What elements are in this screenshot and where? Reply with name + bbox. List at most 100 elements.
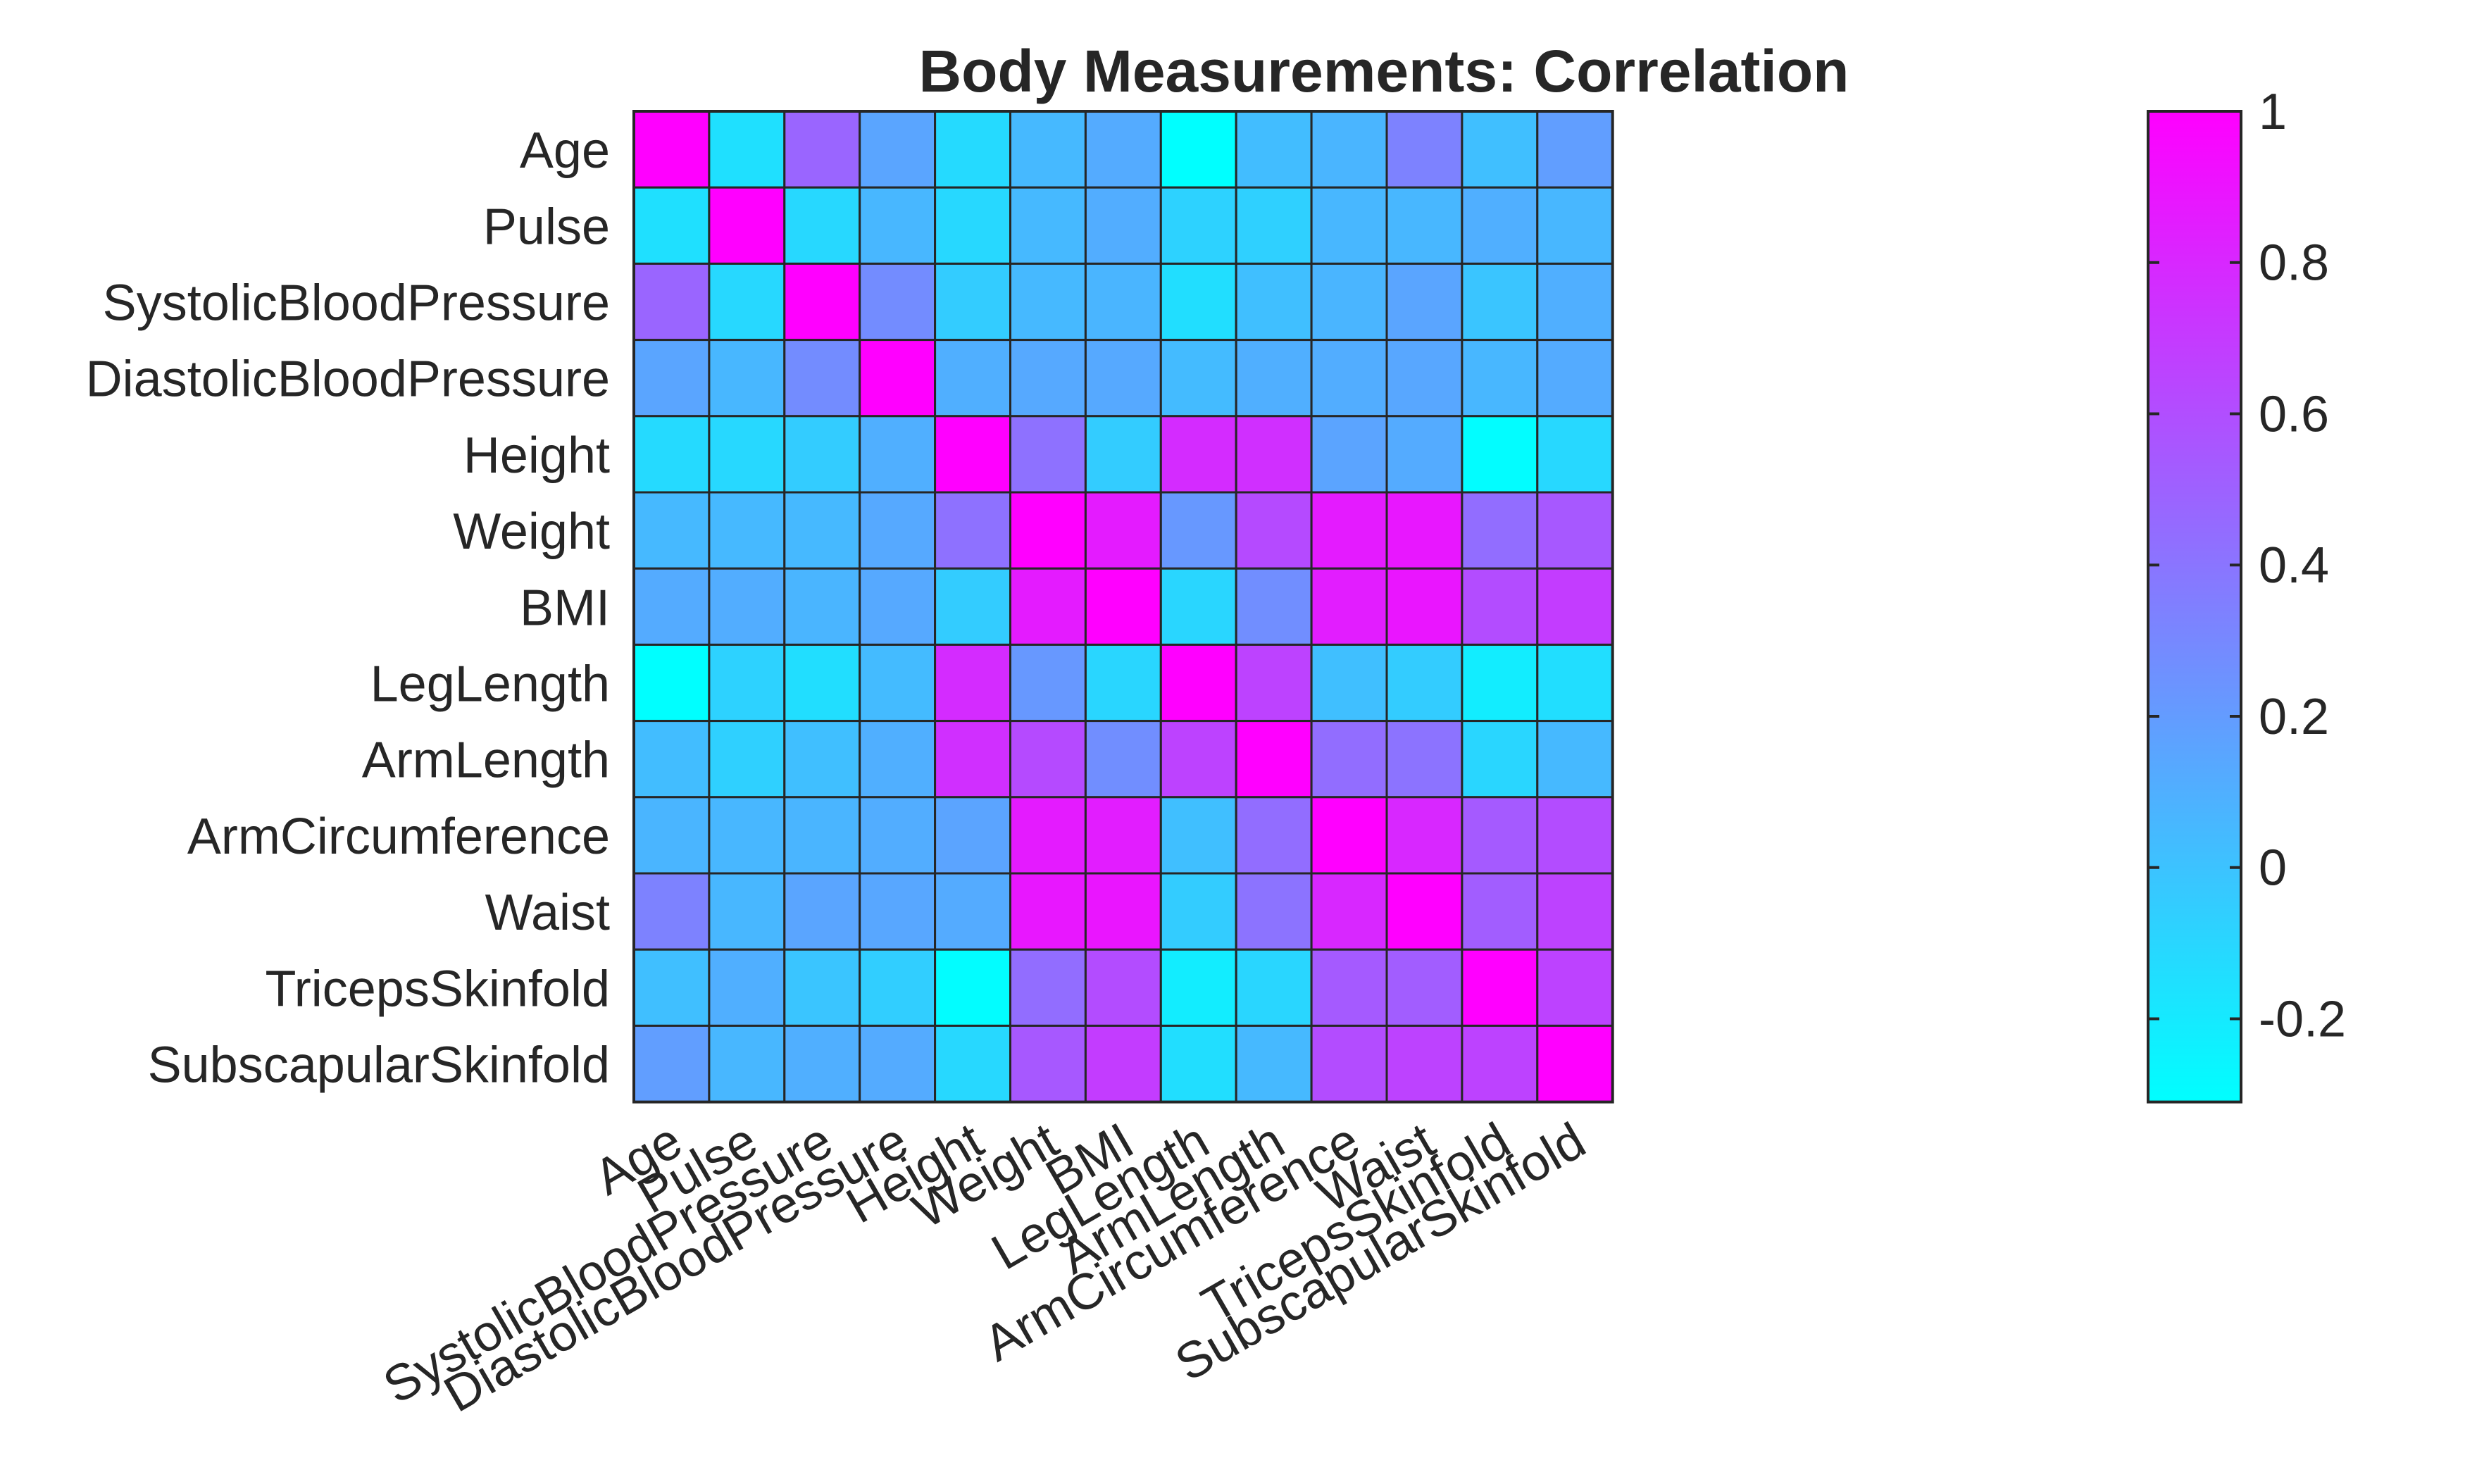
heatmap-cell: [1310, 872, 1388, 951]
heatmap-cell: [708, 796, 786, 875]
heatmap-cell: [708, 643, 786, 723]
heatmap-cell: [1235, 415, 1313, 494]
heatmap-cell: [1385, 491, 1464, 570]
heatmap-cell: [1009, 415, 1087, 494]
heatmap-cell: [783, 415, 861, 494]
row-label: SubscapularSkinfold: [148, 1037, 610, 1094]
heatmap-cell: [1159, 643, 1237, 723]
heatmap-cell: [632, 948, 711, 1027]
heatmap-cell: [1084, 872, 1162, 951]
row-label: ArmLength: [362, 732, 610, 789]
heatmap-cell: [783, 872, 861, 951]
heatmap-cell: [1536, 1024, 1614, 1104]
heatmap-cell: [1235, 491, 1313, 570]
heatmap-cell: [1385, 339, 1464, 418]
heatmap-cell: [1235, 796, 1313, 875]
heatmap-cell: [708, 186, 786, 265]
heatmap-cell: [1385, 262, 1464, 342]
heatmap-cell: [1159, 872, 1237, 951]
colorbar: -0.2 0 0.2 0.4 0.6 0.8 1: [2147, 84, 2346, 1104]
colorbar-tick-label: 0.6: [2259, 386, 2329, 442]
heatmap-cell: [1536, 796, 1614, 875]
heatmap-cell: [632, 491, 711, 570]
heatmap-cell: [859, 872, 937, 951]
heatmap-cell: [1235, 186, 1313, 265]
row-label: TricepsSkinfold: [265, 961, 610, 1017]
row-labels: Age Pulse SystolicBloodPressure DiastolicBl…: [86, 123, 610, 1093]
heatmap-cell: [1536, 948, 1614, 1027]
heatmap-cell: [1536, 415, 1614, 494]
heatmap-cell: [708, 872, 786, 951]
heatmap-cell: [1310, 339, 1388, 418]
heatmap-cell: [783, 491, 861, 570]
heatmap-cell: [1159, 339, 1237, 418]
plot-frame: [632, 110, 1614, 1104]
heatmap-cell: [1235, 110, 1313, 189]
heatmap-cell: [934, 491, 1011, 570]
heatmap-cell: [783, 186, 861, 265]
heatmap-cell: [1310, 643, 1388, 723]
heatmap-cell: [859, 948, 937, 1027]
heatmap-cell: [859, 262, 937, 342]
heatmap-cell: [632, 720, 711, 799]
heatmap-cell: [1536, 567, 1614, 646]
heatmap-cell: [1310, 110, 1388, 189]
heatmap-cell: [934, 643, 1011, 723]
heatmap-cell: [783, 567, 861, 646]
heatmap-cell: [1385, 948, 1464, 1027]
heatmap-cell: [1461, 567, 1539, 646]
row-label: ArmCircumference: [187, 809, 610, 865]
heatmap-cell: [859, 339, 937, 418]
heatmap-cell: [1235, 720, 1313, 799]
heatmap-cell: [1310, 948, 1388, 1027]
heatmap-cell: [934, 872, 1011, 951]
heatmap-cell: [1461, 872, 1539, 951]
heatmap-cell: [1084, 339, 1162, 418]
heatmap-cell: [859, 415, 937, 494]
row-label: Pulse: [483, 199, 610, 255]
heatmap-cell: [1385, 1024, 1464, 1104]
heatmap-cell: [1310, 491, 1388, 570]
row-label: Age: [520, 123, 610, 179]
heatmap-cell: [632, 110, 711, 189]
heatmap-cell: [1461, 491, 1539, 570]
row-label: LegLength: [370, 656, 610, 713]
heatmap-cell: [1461, 186, 1539, 265]
heatmap-cell: [1536, 643, 1614, 723]
heatmap-cell: [934, 567, 1011, 646]
heatmap-cell: [859, 643, 937, 723]
heatmap-cell: [1084, 948, 1162, 1027]
heatmap-cell: [708, 339, 786, 418]
heatmap-cell: [1385, 872, 1464, 951]
heatmap-cell: [1159, 186, 1237, 265]
heatmap-cell: [1385, 415, 1464, 494]
heatmap-cell: [1009, 796, 1087, 875]
heatmap-cell: [1159, 110, 1237, 189]
heatmap-cell: [934, 110, 1011, 189]
heatmap-cell: [1084, 262, 1162, 342]
heatmap-cell: [632, 262, 711, 342]
heatmap-cell: [934, 1024, 1011, 1104]
heatmap-cell: [859, 720, 937, 799]
heatmap-cell: [1009, 720, 1087, 799]
heatmap-cell: [1385, 720, 1464, 799]
heatmap-cell: [1461, 948, 1539, 1027]
heatmap-cell: [1084, 186, 1162, 265]
heatmap-cell: [1385, 643, 1464, 723]
heatmap-cell: [1235, 339, 1313, 418]
heatmap-cell: [783, 948, 861, 1027]
heatmap-cell: [1536, 872, 1614, 951]
colorbar-tick-label: 0: [2259, 840, 2287, 897]
row-label: DiastolicBloodPressure: [86, 351, 610, 408]
heatmap-cell: [1235, 262, 1313, 342]
heatmap-cell: [1461, 262, 1539, 342]
heatmap-cell: [1461, 110, 1539, 189]
chart-title: Body Measurements: Correlation: [919, 38, 1849, 104]
heatmap-cell: [1461, 643, 1539, 723]
heatmap-cell: [632, 186, 711, 265]
heatmap-cell: [1536, 720, 1614, 799]
heatmap-cell: [632, 796, 711, 875]
heatmap-cell: [708, 415, 786, 494]
heatmap-cell: [783, 339, 861, 418]
heatmap-cell: [1084, 796, 1162, 875]
